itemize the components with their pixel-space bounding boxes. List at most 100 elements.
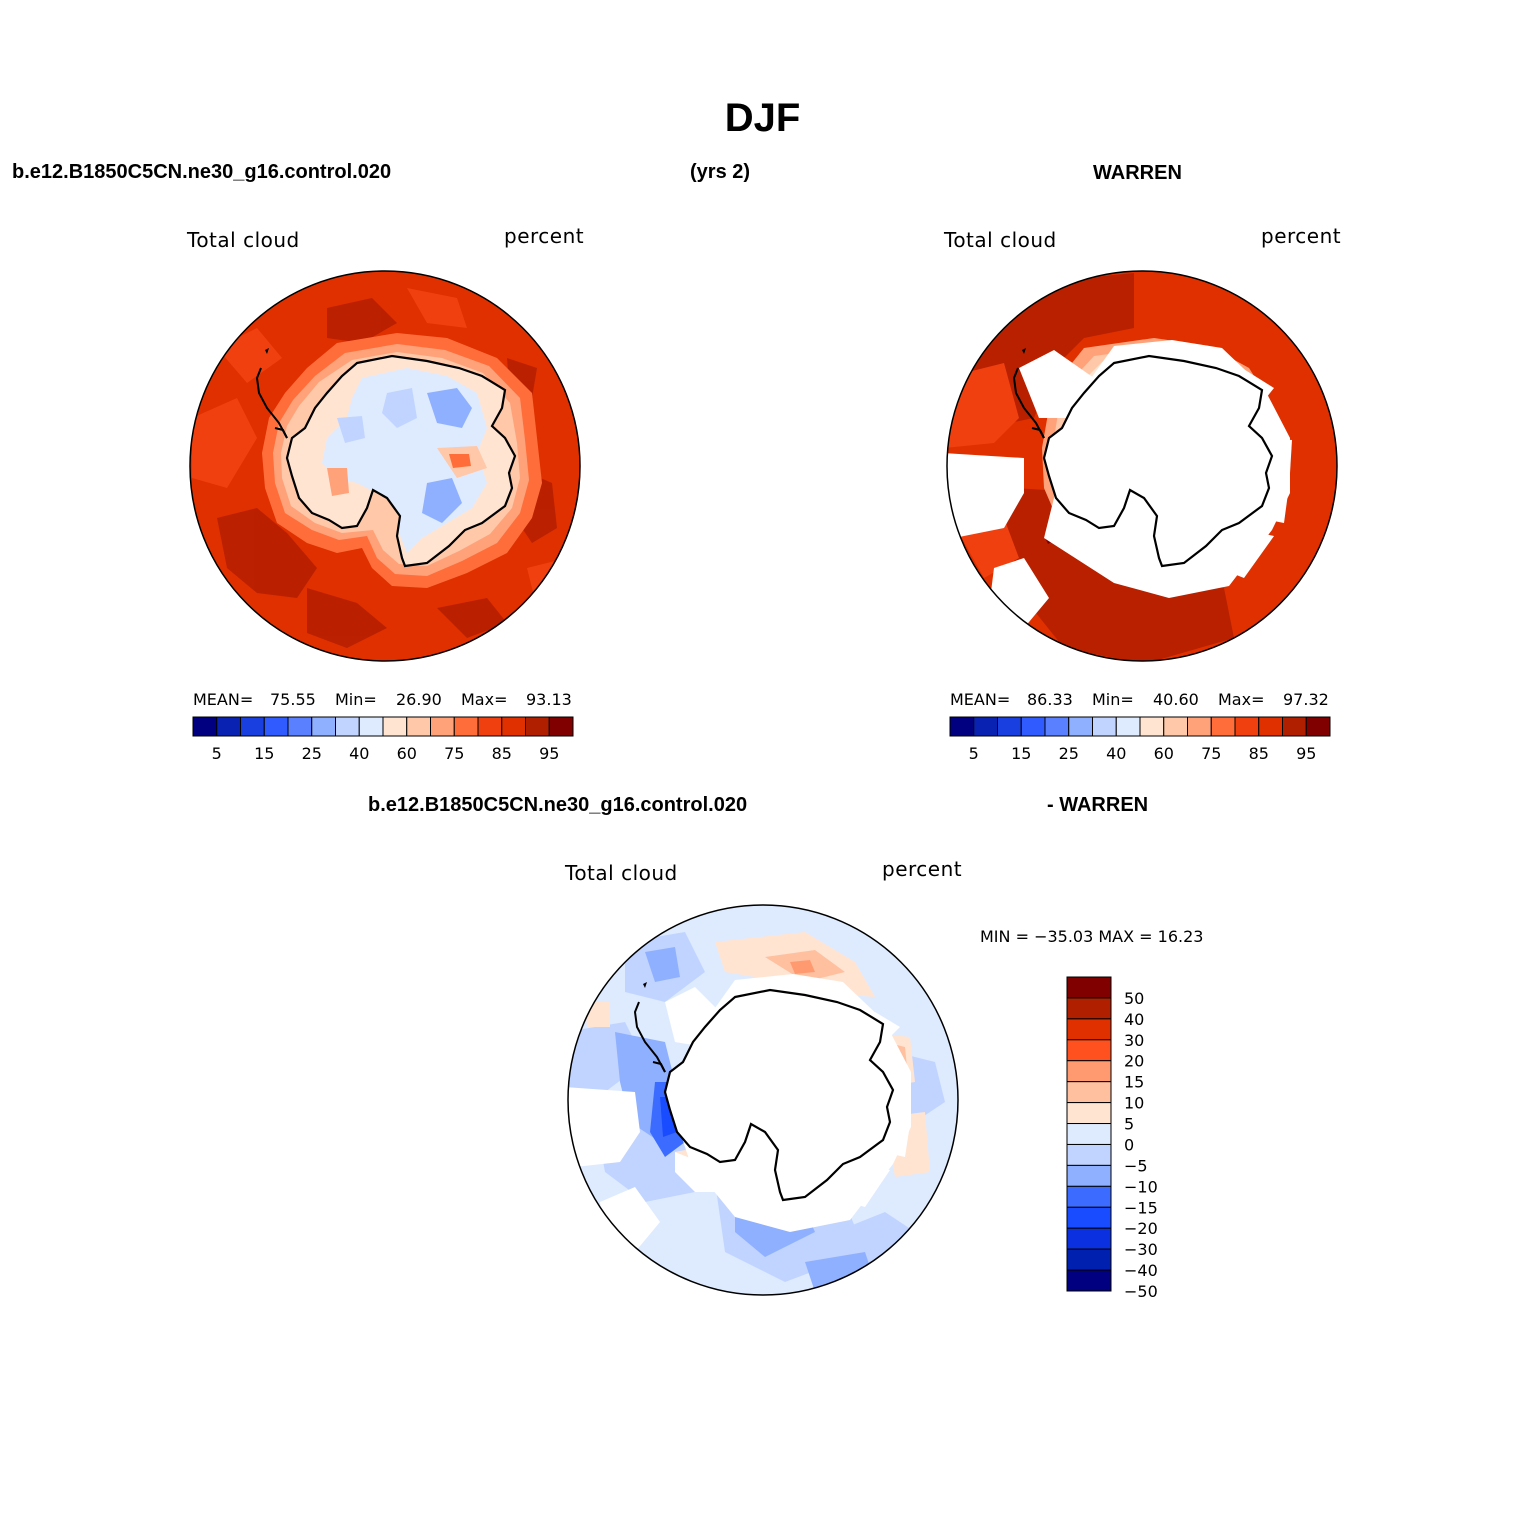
model-colorbar-box (453, 716, 479, 737)
diff-colorbar-tick-label: −5 (1124, 1156, 1148, 1175)
diff-colorbar-tick-label: 30 (1124, 1031, 1144, 1050)
obs-colorbar-box (1020, 716, 1046, 737)
panel3-variable-label: Total cloud (565, 861, 678, 885)
model-colorbar-tick-label: 15 (254, 744, 274, 763)
obs-colorbar-tick-label: 40 (1106, 744, 1126, 763)
years-header: (yrs 2) (690, 161, 751, 183)
model-colorbar-box (263, 716, 289, 737)
diff-colorbar: 50 40 30 20 15 10 50 −5 −10 −15 −20 −30 −40 −50 (1066, 976, 1158, 1297)
panel2-max-value: 97.32 (1283, 690, 1329, 709)
diff-colorbar-box (1066, 1018, 1112, 1041)
diff-colorbar-tick-label: −30 (1124, 1240, 1158, 1259)
model-colorbar-box (192, 716, 218, 737)
model-colorbar-box (501, 716, 526, 737)
obs-colorbar-tick-label: 5 (969, 744, 979, 763)
model-colorbar-tick-label: 60 (397, 744, 417, 763)
obs-colorbar-box (1234, 716, 1260, 737)
diff-colorbar-box (1066, 1206, 1112, 1229)
obs-cloud-map (946, 270, 1338, 662)
obs-colorbar-tick-label: 75 (1201, 744, 1221, 763)
model-colorbar-tick-label: 40 (349, 744, 369, 763)
model-colorbar-box (477, 716, 503, 737)
model-colorbar-box (240, 716, 265, 737)
panel3-minmax-text: MIN = −35.03 MAX = 16.23 (980, 927, 1204, 946)
panel1-max-value: 93.13 (526, 690, 572, 709)
panel1-min-value: 26.90 (396, 690, 442, 709)
model-colorbar-box (287, 716, 313, 737)
diff-colorbar-tick-label: −20 (1124, 1219, 1158, 1238)
model-colorbar-box (216, 716, 241, 737)
case-name-header: b.e12.B1850C5CN.ne30_g16.control.020 (12, 161, 392, 183)
obs-colorbar: 5 15 25 40 60 75 85 95 (949, 716, 1331, 763)
model-colorbar-box (382, 716, 408, 737)
model-colorbar-box (406, 716, 431, 737)
obs-colorbar-tick-label: 25 (1059, 744, 1079, 763)
obs-colorbar-box (997, 716, 1022, 737)
diff-colorbar-box (1066, 1164, 1112, 1187)
obs-colorbar-box (1044, 716, 1070, 737)
panel2-min-label: Min= (1092, 690, 1134, 709)
diff-colorbar-tick-label: 0 (1124, 1135, 1134, 1154)
obs-colorbar-box (1187, 716, 1212, 737)
obs-colorbar-box (1210, 716, 1236, 737)
diff-colorbar-tick-label: 5 (1124, 1115, 1134, 1134)
diff-colorbar-box (1066, 1227, 1112, 1250)
diff-colorbar-box (1066, 1060, 1112, 1083)
model-colorbar-box (358, 716, 384, 737)
diff-colorbar-box (1066, 1185, 1112, 1208)
model-colorbar-tick-label: 5 (212, 744, 222, 763)
model-colorbar: 5 15 25 40 60 75 85 95 (192, 716, 574, 763)
diff-colorbar-box (1066, 1248, 1112, 1271)
panel2-variable-label: Total cloud (944, 228, 1057, 252)
panel1-max-label: Max= (461, 690, 508, 709)
model-colorbar-tick-label: 25 (302, 744, 322, 763)
diff-colorbar-tick-label: −40 (1124, 1261, 1158, 1280)
obs-colorbar-box (1305, 716, 1331, 737)
diff-colorbar-box (1066, 1143, 1112, 1166)
diff-colorbar-box (1066, 976, 1112, 999)
page-title: DJF (724, 96, 801, 140)
panel1-variable-label: Total cloud (187, 228, 300, 252)
panel2-max-label: Max= (1218, 690, 1265, 709)
model-colorbar-box (335, 716, 360, 737)
diff-cloud-map (567, 904, 959, 1296)
diff-colorbar-box (1066, 997, 1112, 1020)
model-colorbar-box (548, 716, 574, 737)
model-colorbar-tick-label: 95 (539, 744, 559, 763)
obs-colorbar-tick-label: 60 (1154, 744, 1174, 763)
obs-colorbar-box (1068, 716, 1093, 737)
diff-colorbar-box (1066, 1123, 1112, 1145)
diff-colorbar-box (1066, 1102, 1112, 1125)
panel3-units-label: percent (882, 857, 963, 881)
model-colorbar-tick-label: 75 (444, 744, 464, 763)
model-cloud-map (189, 270, 581, 662)
obs-colorbar-box (1163, 716, 1188, 737)
obs-colorbar-box (1139, 716, 1165, 737)
diff-colorbar-tick-label: 50 (1124, 989, 1144, 1008)
diff-colorbar-tick-label: 10 (1124, 1094, 1144, 1113)
panel2-mean-value: 86.33 (1027, 690, 1073, 709)
model-colorbar-box (525, 716, 550, 737)
obs-colorbar-box (1258, 716, 1283, 737)
model-colorbar-box (311, 716, 336, 737)
panel1-units-label: percent (504, 224, 585, 248)
diff-obs-name-header: - WARREN (1047, 794, 1149, 816)
obs-colorbar-box (949, 716, 975, 737)
panel2-min-value: 40.60 (1153, 690, 1199, 709)
obs-colorbar-tick-label: 85 (1249, 744, 1269, 763)
panel2-units-label: percent (1261, 224, 1342, 248)
diff-colorbar-tick-label: −15 (1124, 1198, 1158, 1217)
diff-colorbar-tick-label: 15 (1124, 1073, 1144, 1092)
obs-name-header: WARREN (1093, 162, 1182, 184)
panel1-mean-value: 75.55 (270, 690, 316, 709)
panel2-mean-label: MEAN= (950, 690, 1011, 709)
diff-colorbar-box (1066, 1039, 1112, 1062)
panel1-mean-label: MEAN= (193, 690, 254, 709)
obs-colorbar-tick-label: 15 (1011, 744, 1031, 763)
diff-colorbar-box (1066, 1081, 1112, 1104)
diff-colorbar-tick-label: 20 (1124, 1052, 1144, 1071)
diff-colorbar-tick-label: 40 (1124, 1010, 1144, 1029)
panel1-min-label: Min= (335, 690, 377, 709)
diff-case-name-header: b.e12.B1850C5CN.ne30_g16.control.020 (368, 794, 748, 816)
diff-colorbar-tick-label: −10 (1124, 1177, 1158, 1196)
